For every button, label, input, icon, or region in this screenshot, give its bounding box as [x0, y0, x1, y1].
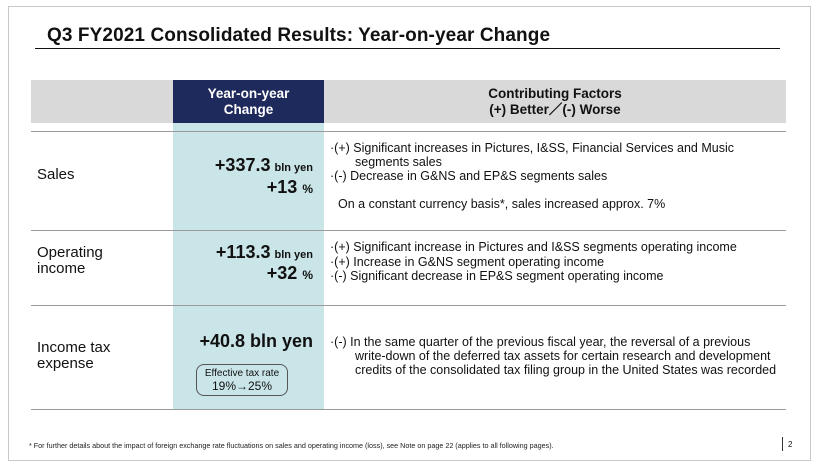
operating-income-percent: +32%	[267, 263, 313, 284]
operating-income-amount-value: +113.3	[215, 242, 271, 262]
operating-income-label-line1: Operating	[37, 244, 103, 261]
sales-amount: +337.3 bln yen	[215, 155, 313, 176]
factors-header-line2: (+) Better／(-) Worse	[489, 101, 621, 117]
row-divider	[31, 131, 786, 132]
operating-income-label-line2: income	[37, 260, 86, 277]
sales-currency-note: On a constant currency basis*, sales inc…	[338, 197, 666, 211]
operating-income-amount-unit: bln yen	[274, 249, 313, 261]
operating-income-amount: +113.3 bln yen	[216, 242, 313, 263]
effective-tax-rate-box: Effective tax rate 19%→25%	[196, 364, 288, 396]
operating-income-factor-2: ·(+) Increase in G&NS segment operating …	[330, 255, 605, 269]
sales-factor-1: ·(+) Significant increases in Pictures, …	[330, 141, 734, 169]
yoy-header-line2: Change	[223, 101, 274, 117]
factors-header-line1: Contributing Factors	[488, 85, 622, 101]
page-title: Q3 FY2021 Consolidated Results: Year-on-…	[47, 25, 551, 46]
row-label-income-tax: Income tax expense	[37, 340, 110, 372]
operating-income-factor-1: ·(+) Significant increase in Pictures an…	[330, 240, 737, 254]
income-tax-label-line2: expense	[37, 355, 94, 372]
row-divider	[31, 305, 786, 306]
yoy-column-highlight	[173, 80, 324, 410]
sales-amount-value: +337.3	[214, 155, 271, 175]
income-tax-factor-line3: credits of the consolidated tax filing g…	[355, 363, 777, 377]
effective-tax-rate-value: 19%→25%	[211, 379, 273, 393]
page-number: 2	[788, 440, 793, 449]
income-tax-amount: +40.8 bln yen	[199, 331, 313, 351]
sales-factor-1-line2: segments sales	[355, 155, 442, 169]
footnote: * For further details about the impact o…	[29, 441, 554, 450]
factors-column-header: Contributing Factors (+) Better／(-) Wors…	[324, 80, 786, 123]
income-tax-factor-line2: write-down of the deferred tax assets fo…	[355, 349, 771, 363]
income-tax-factor: ·(-) In the same quarter of the previous…	[330, 335, 776, 377]
yoy-column-header: Year-on-year Change	[173, 80, 324, 123]
effective-tax-rate-label: Effective tax rate	[204, 368, 280, 379]
sales-factor-2: ·(-) Decrease in G&NS and EP&S segments …	[330, 169, 608, 183]
slide	[8, 6, 811, 461]
sales-percent-value: +13	[266, 177, 298, 197]
row-label-operating-income: Operating income	[37, 245, 103, 277]
sales-factor-1-line1: ·(+) Significant increases in Pictures, …	[330, 141, 734, 155]
income-tax-factor-line1: ·(-) In the same quarter of the previous…	[330, 335, 751, 349]
table-header-bar	[31, 80, 786, 123]
row-divider	[31, 230, 786, 231]
page-number-divider	[782, 437, 783, 451]
row-label-sales: Sales	[37, 166, 75, 183]
operating-income-factor-3: ·(-) Significant decrease in EP&S segmen…	[330, 269, 664, 283]
sales-amount-unit: bln yen	[274, 162, 313, 174]
operating-income-percent-unit: %	[302, 268, 313, 282]
sales-percent-unit: %	[302, 182, 313, 196]
title-underline	[35, 48, 780, 49]
sales-percent: +13%	[267, 177, 313, 198]
operating-income-percent-value: +32	[266, 263, 298, 283]
yoy-header-line1: Year-on-year	[207, 85, 290, 101]
income-tax-label-line1: Income tax	[37, 339, 111, 356]
row-divider	[31, 409, 786, 410]
